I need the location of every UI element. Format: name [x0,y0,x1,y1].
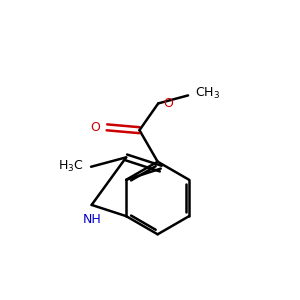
Text: O: O [90,121,100,134]
Text: CH$_3$: CH$_3$ [195,86,220,101]
Text: NH: NH [82,213,101,226]
Text: O: O [163,97,173,110]
Text: H$_3$C: H$_3$C [58,159,84,174]
